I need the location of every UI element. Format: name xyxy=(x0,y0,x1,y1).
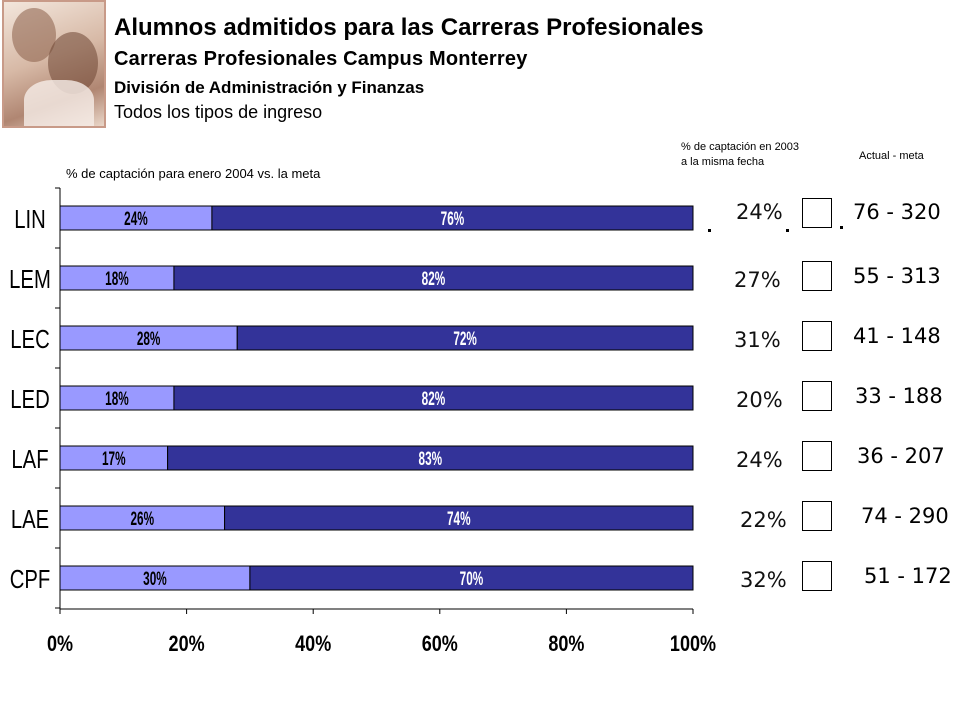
x-tick-label: 60% xyxy=(422,632,458,656)
actual-meta-value: 36 - 207 xyxy=(857,444,945,468)
bar-data-label: 28% xyxy=(137,329,161,349)
bar-segment-captado xyxy=(59,445,169,471)
x-tick-label: 100% xyxy=(670,632,716,656)
bar-segment-captado xyxy=(59,565,251,591)
category-label: LEC xyxy=(10,325,49,354)
prev-capture-header-line2: a la misma fecha xyxy=(681,156,765,168)
prev-capture-value: 27% xyxy=(734,268,781,292)
prev-capture-value: 32% xyxy=(740,568,787,592)
category-label: CPF xyxy=(10,565,51,594)
actual-meta-value: 41 - 148 xyxy=(853,324,941,348)
bar-data-label: 30% xyxy=(143,569,167,589)
category-label: LED xyxy=(10,385,49,414)
bar-data-label: 82% xyxy=(422,269,446,289)
decorative-dot xyxy=(708,229,711,232)
prev-capture-value: 22% xyxy=(740,508,787,532)
students-photo xyxy=(2,0,106,128)
bar-data-label: 18% xyxy=(105,389,129,409)
division-label: División de Administración y Finanzas xyxy=(114,78,425,97)
bar-data-label: 74% xyxy=(447,509,471,529)
bar-segment-captado xyxy=(59,505,226,531)
bar-data-label: 82% xyxy=(422,389,446,409)
bar-data-label: 83% xyxy=(419,449,443,469)
bar-segment-faltante xyxy=(173,385,694,411)
bar-segment-faltante xyxy=(167,445,694,471)
bar-segment-faltante xyxy=(236,325,694,351)
bar-segment-faltante xyxy=(249,565,694,591)
category-label: LIN xyxy=(14,205,46,234)
actual-meta-value: 74 - 290 xyxy=(861,504,949,528)
ingreso-label: Todos los tipos de ingreso xyxy=(114,102,323,122)
status-checkbox[interactable] xyxy=(802,561,832,591)
x-tick-label: 80% xyxy=(548,632,584,656)
bar-data-label: 26% xyxy=(131,509,155,529)
status-checkbox[interactable] xyxy=(802,381,832,411)
status-checkbox[interactable] xyxy=(802,501,832,531)
category-label: LEM xyxy=(9,265,51,294)
x-tick-label: 0% xyxy=(47,632,73,656)
chart-title: % de captación para enero 2004 vs. la me… xyxy=(66,166,321,181)
decorative-dot xyxy=(786,229,789,232)
prev-capture-header: % de captación en 2003 a la misma fecha xyxy=(681,140,831,170)
bar-data-label: 24% xyxy=(124,209,148,229)
bar-segment-captado xyxy=(59,385,175,411)
status-checkbox[interactable] xyxy=(802,261,832,291)
prev-capture-header-line1: % de captación en 2003 xyxy=(681,141,800,153)
x-tick-label: 20% xyxy=(169,632,205,656)
prev-capture-value: 20% xyxy=(736,388,783,412)
status-checkbox[interactable] xyxy=(802,321,832,351)
page-title: Alumnos admitidos para las Carreras Prof… xyxy=(114,14,704,41)
bar-segment-faltante xyxy=(224,505,694,531)
actual-meta-value: 76 - 320 xyxy=(853,200,941,224)
decorative-dot xyxy=(840,226,843,229)
status-checkbox[interactable] xyxy=(802,441,832,471)
bar-data-label: 70% xyxy=(460,569,484,589)
bar-data-label: 17% xyxy=(102,449,126,469)
actual-meta-value: 33 - 188 xyxy=(855,384,943,408)
bar-data-label: 72% xyxy=(453,329,477,349)
prev-capture-value: 24% xyxy=(736,200,783,224)
bar-data-label: 18% xyxy=(105,269,129,289)
bar-segment-faltante xyxy=(173,265,694,291)
x-tick-label: 40% xyxy=(295,632,331,656)
prev-capture-value: 31% xyxy=(734,328,781,352)
page-subtitle: Carreras Profesionales Campus Monterrey xyxy=(114,48,528,70)
actual-meta-value: 51 - 172 xyxy=(864,564,952,588)
actual-meta-value: 55 - 313 xyxy=(853,264,941,288)
bar-segment-faltante xyxy=(211,205,694,231)
status-checkbox[interactable] xyxy=(802,198,832,228)
actual-meta-header: Actual - meta xyxy=(859,150,924,162)
category-label: LAF xyxy=(11,445,48,474)
prev-capture-value: 24% xyxy=(736,448,783,472)
bar-data-label: 76% xyxy=(441,209,465,229)
category-label: LAE xyxy=(11,505,49,534)
